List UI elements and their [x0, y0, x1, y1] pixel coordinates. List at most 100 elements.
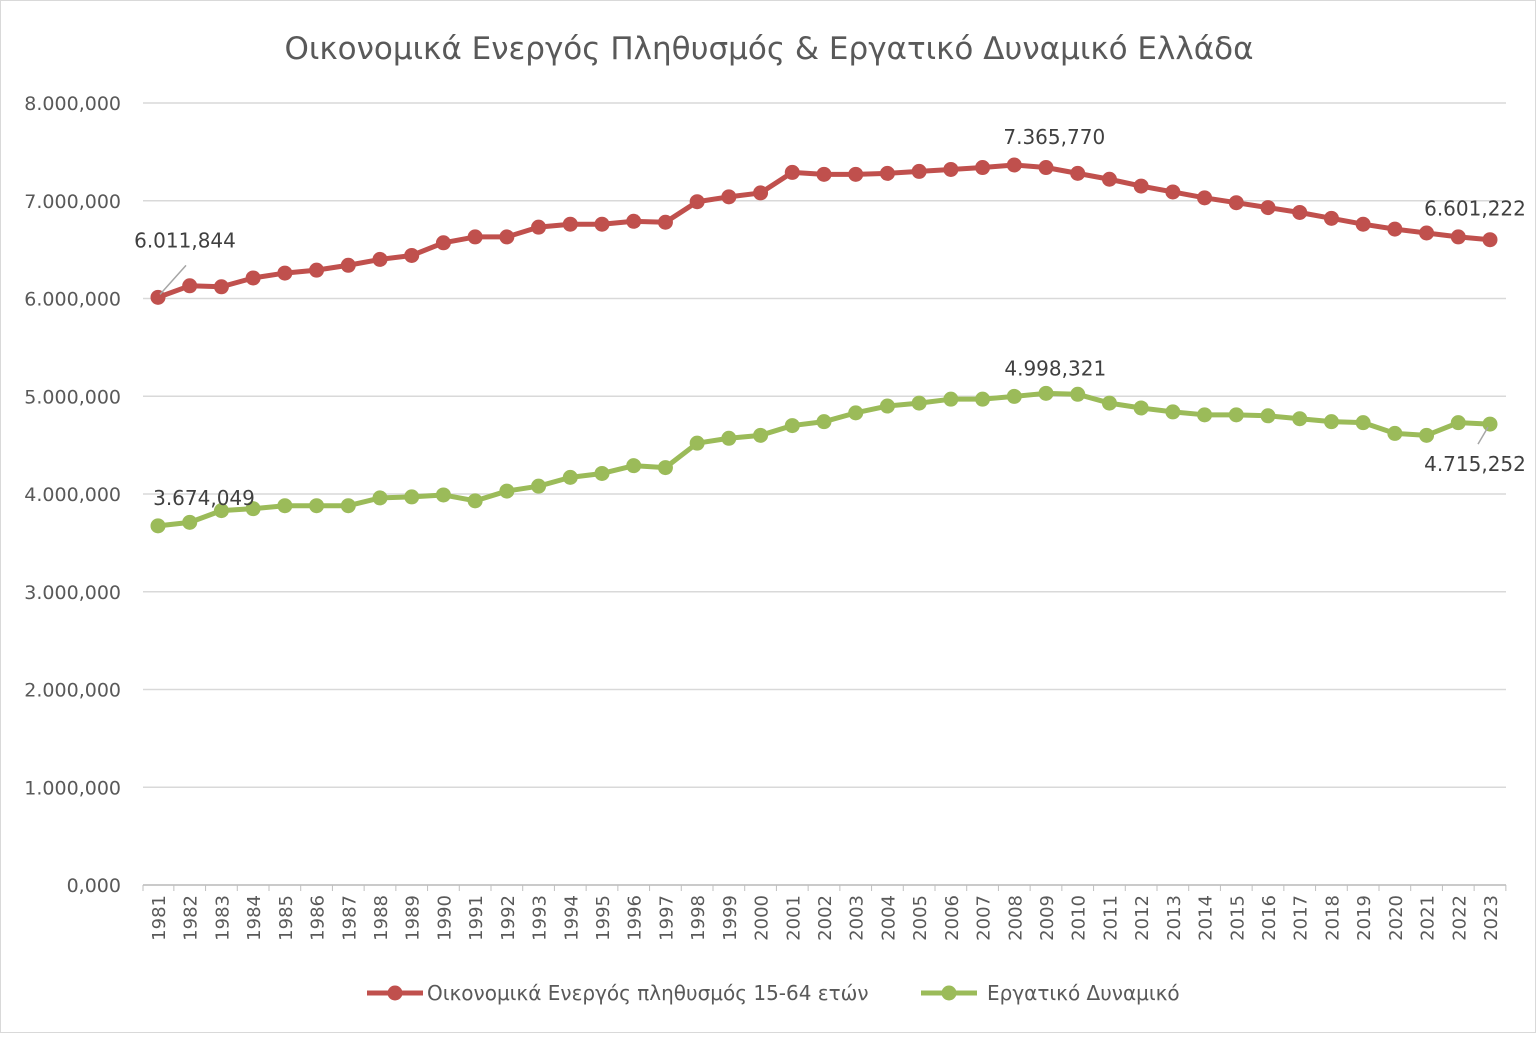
data-point: [1355, 216, 1371, 232]
data-point: [340, 498, 356, 514]
x-tick-label: 1985: [276, 895, 297, 941]
data-point: [182, 278, 198, 294]
x-tick-label: 2017: [1291, 895, 1312, 941]
x-tick-label: 1988: [371, 895, 392, 941]
data-point: [1323, 210, 1339, 226]
data-point: [784, 164, 800, 180]
data-point: [467, 493, 483, 509]
data-point: [943, 161, 959, 177]
data-point: [1450, 229, 1466, 245]
data-point: [848, 405, 864, 421]
legend-swatch-marker: [387, 985, 403, 1001]
x-tick-label: 2014: [1196, 895, 1217, 941]
x-tick-label: 2015: [1227, 895, 1248, 941]
data-point: [975, 391, 991, 407]
data-point: [657, 214, 673, 230]
x-tick-label: 1983: [212, 895, 233, 941]
x-tick-label: 1995: [593, 895, 614, 941]
data-point: [594, 465, 610, 481]
x-tick-label: 1992: [498, 895, 519, 941]
data-label: 7.365,770: [1003, 125, 1105, 149]
data-point: [594, 216, 610, 232]
x-tick-label: 1993: [530, 895, 551, 941]
data-point: [372, 251, 388, 267]
x-tick-label: 1991: [466, 895, 487, 941]
data-point: [404, 489, 420, 505]
x-tick-label: 2001: [783, 895, 804, 941]
data-point: [848, 166, 864, 182]
data-point: [1292, 204, 1308, 220]
data-point: [499, 229, 515, 245]
y-tick-label: 3.000,000: [24, 582, 121, 604]
data-point: [1133, 178, 1149, 194]
data-label: 4.998,321: [1004, 356, 1106, 380]
x-tick-label: 2006: [942, 895, 963, 941]
data-point: [213, 503, 229, 519]
data-point: [689, 194, 705, 210]
x-tick-label: 2023: [1481, 895, 1502, 941]
x-tick-label: 2002: [815, 895, 836, 941]
x-tick-label: 2008: [1005, 895, 1026, 941]
y-tick-label: 6.000,000: [24, 289, 121, 311]
data-point: [816, 166, 832, 182]
x-tick-label: 2022: [1449, 895, 1470, 941]
x-tick-label: 1986: [308, 895, 329, 941]
data-point: [1006, 388, 1022, 404]
series-line-1: [157, 390, 1491, 529]
x-tick-label: 2007: [974, 895, 995, 941]
data-point: [1070, 386, 1086, 402]
data-point: [721, 430, 737, 446]
x-tick-label: 2005: [910, 895, 931, 941]
data-point: [245, 501, 261, 517]
data-point: [1482, 416, 1498, 432]
data-point: [753, 185, 769, 201]
x-tick-label: 2009: [1037, 895, 1058, 941]
data-point: [1197, 190, 1213, 206]
x-tick-label: 2010: [1069, 895, 1090, 941]
data-point: [1323, 414, 1339, 430]
data-point: [626, 213, 642, 229]
data-point: [1101, 171, 1117, 187]
y-tick-label: 2.000,000: [24, 680, 121, 702]
x-tick-label: 2004: [878, 895, 899, 941]
data-point: [657, 460, 673, 476]
data-point: [1038, 160, 1054, 176]
data-point: [1228, 195, 1244, 211]
legend-label: Οικονομικά Ενεργός πληθυσμός 15-64 ετών: [427, 981, 869, 1005]
data-point: [1260, 408, 1276, 424]
data-point: [277, 498, 293, 514]
data-point: [182, 514, 198, 530]
data-point: [213, 279, 229, 295]
data-point: [1165, 184, 1181, 200]
y-tick-label: 4.000,000: [24, 484, 121, 506]
data-point: [721, 189, 737, 205]
x-tick-label: 1982: [181, 895, 202, 941]
x-tick-label: 2011: [1100, 895, 1121, 941]
data-label: 3.674,049: [153, 486, 255, 510]
x-tick-label: 2003: [847, 895, 868, 941]
data-point: [1482, 232, 1498, 248]
x-tick-label: 2021: [1418, 895, 1439, 941]
x-tick-label: 1987: [339, 895, 360, 941]
x-tick-label: 1996: [625, 895, 646, 941]
data-point: [309, 498, 325, 514]
data-point: [879, 165, 895, 181]
data-point: [1197, 407, 1213, 423]
label-leader-line: [1477, 426, 1489, 445]
x-tick-label: 1997: [656, 895, 677, 941]
data-label: 4.715,252: [1424, 452, 1526, 476]
data-point: [531, 478, 547, 494]
legend-swatch-marker: [941, 985, 957, 1001]
data-point: [1387, 221, 1403, 237]
x-tick-label: 2019: [1354, 895, 1375, 941]
data-point: [1292, 411, 1308, 427]
chart-title: Οικονομικά Ενεργός Πληθυσμός & Εργατικό …: [284, 31, 1253, 67]
data-point: [1355, 415, 1371, 431]
data-point: [562, 216, 578, 232]
data-label: 6.601,222: [1424, 197, 1526, 221]
data-point: [911, 395, 927, 411]
x-tick-label: 1999: [720, 895, 741, 941]
data-point: [879, 398, 895, 414]
